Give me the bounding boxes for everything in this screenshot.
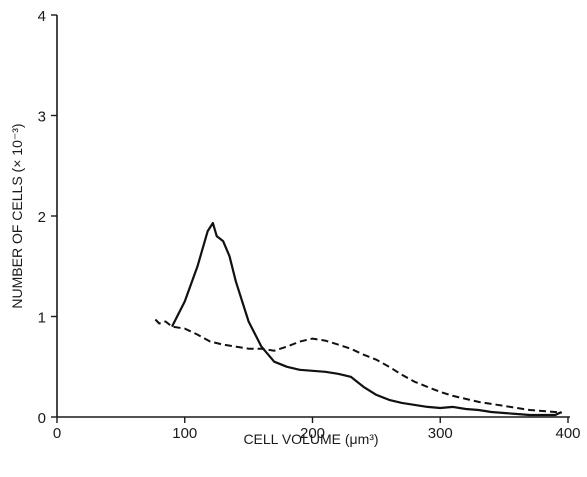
series-line-dashed <box>154 318 562 414</box>
x-ticks: 0 100 200 300 400 <box>53 417 581 442</box>
y-axis-title: NUMBER OF CELLS (× 10⁻³) <box>9 123 25 308</box>
y-ticks: 0 1 2 3 4 <box>38 8 57 427</box>
x-tick-label: 400 <box>555 425 580 442</box>
y-tick-label: 0 <box>38 410 46 427</box>
y-tick-label: 1 <box>38 310 46 327</box>
y-tick-label: 2 <box>38 209 46 226</box>
x-tick-label: 300 <box>428 425 453 442</box>
y-tick-label: 3 <box>38 109 46 126</box>
x-axis-title: CELL VOLUME (μm³) <box>243 431 378 447</box>
x-tick-label: 100 <box>172 425 197 442</box>
series-layer <box>154 221 563 417</box>
axes <box>56 15 570 418</box>
x-tick-label: 0 <box>53 425 61 442</box>
x-tick-label: 200 <box>300 425 325 442</box>
y-tick-label: 4 <box>38 8 46 25</box>
series-line-solid <box>171 221 563 417</box>
